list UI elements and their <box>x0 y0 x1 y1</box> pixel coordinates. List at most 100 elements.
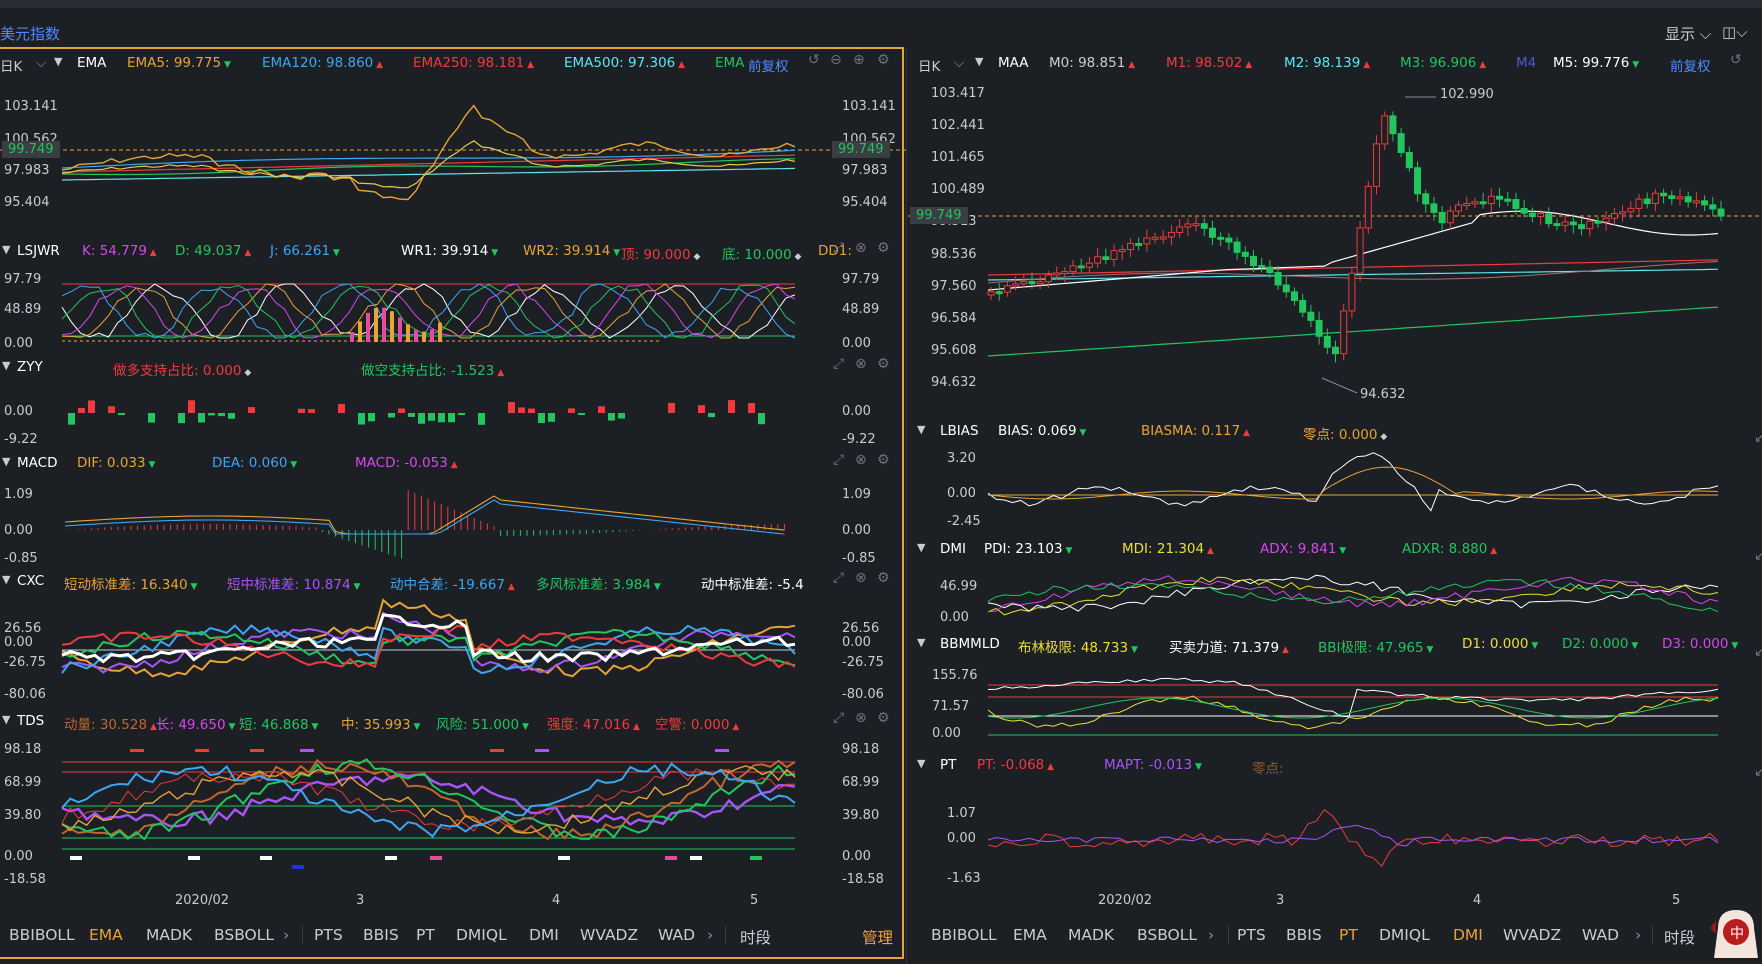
right-tab-ema[interactable]: EMA <box>1013 926 1047 944</box>
tds-marker <box>750 856 762 860</box>
right-tab-dmiql[interactable]: DMIQL <box>1379 926 1430 944</box>
collapse-icon[interactable]: ▼ <box>2 455 11 468</box>
indicator-name-zyy[interactable]: ZYY <box>17 359 43 375</box>
left-tab-bbiboll[interactable]: BBIBOLL <box>9 926 75 944</box>
chevron-right-icon[interactable]: › <box>707 926 714 944</box>
right-tab-wvadz[interactable]: WVADZ <box>1503 926 1562 944</box>
right-tab-bbis[interactable]: BBIS <box>1286 926 1322 944</box>
indicator-name-pt[interactable]: PT <box>940 757 957 773</box>
left-tab-bsboll[interactable]: BSBOLL <box>214 926 275 944</box>
main-indicator-name[interactable]: EMA <box>77 55 107 71</box>
zyy-bar <box>418 413 425 424</box>
main-indicator-name[interactable]: MAA <box>998 55 1029 71</box>
left-tab-dmiql[interactable]: DMIQL <box>456 926 507 944</box>
collapse-icon[interactable]: ▼ <box>2 573 11 586</box>
adjust-button[interactable]: 前复权 <box>1670 59 1711 75</box>
lsjwr-bar <box>358 321 362 342</box>
left-tab-wvadz[interactable]: WVADZ <box>580 926 639 944</box>
collapse-icon[interactable]: ▼ <box>54 55 63 68</box>
panel-divider[interactable] <box>906 47 907 964</box>
left-tab-pts[interactable]: PTS <box>314 926 343 944</box>
expand-icon[interactable]: ⤢ <box>833 570 845 586</box>
right-period-select[interactable]: 日K <box>918 59 941 75</box>
left-period-select[interactable]: 日K <box>0 59 23 75</box>
expand-icon[interactable]: ⤢ <box>833 356 845 372</box>
close-icon[interactable]: ⊗ <box>855 452 867 468</box>
collapse-arrow-icon[interactable]: ↙ <box>1754 430 1762 446</box>
expand-icon[interactable]: ⤢ <box>833 240 845 256</box>
sub-value-bbmmld-1: 买卖力道: 71.379 ▲ <box>1169 640 1289 656</box>
ema-value-1: EMA120: 98.860 ▲ <box>262 55 384 71</box>
right-tab-wad[interactable]: WAD <box>1582 926 1620 944</box>
right-tab-bbiboll[interactable]: BBIBOLL <box>931 926 997 944</box>
tds-line-0 <box>61 773 796 828</box>
indicator-name-lbias[interactable]: LBIAS <box>940 423 979 439</box>
sub-value-tds-6: 空警: 0.000 ▲ <box>655 717 740 733</box>
zoom-in-icon[interactable]: ⊕ <box>853 52 865 68</box>
undo-icon[interactable]: ↺ <box>1730 52 1742 68</box>
left-chart-panel[interactable] <box>0 47 904 959</box>
indicator-name-macd[interactable]: MACD <box>17 455 58 471</box>
right-tab-bsboll[interactable]: BSBOLL <box>1137 926 1198 944</box>
chevron-down-icon[interactable]: ⌵ <box>954 55 965 71</box>
close-icon[interactable]: ⊗ <box>855 240 867 256</box>
left-tab-wad[interactable]: WAD <box>658 926 696 944</box>
gear-icon[interactable]: ⚙ <box>877 710 890 726</box>
collapse-arrow-icon[interactable]: ↙ <box>1754 764 1762 780</box>
layout-icon[interactable]: ◫⌵ <box>1722 23 1748 41</box>
collapse-icon[interactable]: ▼ <box>917 636 926 649</box>
right-tab-dmi[interactable]: DMI <box>1453 926 1483 944</box>
collapse-icon[interactable]: ▼ <box>917 541 926 554</box>
down-arrow-icon: ▼ <box>225 722 236 732</box>
zoom-out-icon[interactable]: ⊖ <box>830 52 842 68</box>
left-tab-dmi[interactable]: DMI <box>529 926 559 944</box>
adjust-button[interactable]: 前复权 <box>748 59 789 75</box>
gear-icon[interactable]: ⚙ <box>877 452 890 468</box>
undo-icon[interactable]: ↺ <box>808 52 820 68</box>
display-menu-button[interactable]: 显示 ⌵ <box>1665 25 1712 43</box>
collapse-icon[interactable]: ▼ <box>975 55 984 68</box>
expand-icon[interactable]: ⤢ <box>833 452 845 468</box>
indicator-name-cxc[interactable]: CXC <box>17 573 45 589</box>
left-tab-时段[interactable]: 时段 <box>740 929 772 947</box>
gear-icon[interactable]: ⚙ <box>877 570 890 586</box>
zyy-bar <box>148 413 155 423</box>
left-tab-ema[interactable]: EMA <box>89 926 123 944</box>
gear-icon[interactable]: ⚙ <box>877 356 890 372</box>
right-tab-pt[interactable]: PT <box>1339 926 1358 944</box>
indicator-name-tds[interactable]: TDS <box>17 713 45 729</box>
left-tab-madk[interactable]: MADK <box>146 926 193 944</box>
chevron-right-icon[interactable]: › <box>283 926 290 944</box>
collapse-icon[interactable]: ▼ <box>2 359 11 372</box>
manage-button[interactable]: 管理 <box>862 929 894 947</box>
chevron-right-icon[interactable]: › <box>1208 926 1215 944</box>
right-tab-pts[interactable]: PTS <box>1237 926 1266 944</box>
close-icon[interactable]: ⊗ <box>855 570 867 586</box>
indicator-name-dmi[interactable]: DMI <box>940 541 967 557</box>
right-tab-madk[interactable]: MADK <box>1068 926 1115 944</box>
assistant-avatar-icon[interactable]: 中 <box>1708 898 1762 964</box>
chevron-right-icon[interactable]: › <box>1635 926 1642 944</box>
gear-icon[interactable]: ⚙ <box>877 52 890 68</box>
gear-icon[interactable]: ⚙ <box>877 240 890 256</box>
left-tab-pt[interactable]: PT <box>416 926 435 944</box>
candle-body <box>1094 256 1102 264</box>
collapse-arrow-icon[interactable]: ↙ <box>1754 644 1762 660</box>
collapse-icon[interactable]: ▼ <box>2 713 11 726</box>
collapse-icon[interactable]: ▼ <box>917 423 926 436</box>
lsjwr-bar <box>414 329 418 342</box>
indicator-name-lsjwr[interactable]: LSJWR <box>17 243 60 259</box>
collapse-icon[interactable]: ▼ <box>2 243 11 256</box>
y-tick: 0.00 <box>842 336 871 351</box>
close-icon[interactable]: ⊗ <box>855 356 867 372</box>
left-tab-bbis[interactable]: BBIS <box>363 926 399 944</box>
diamond-icon: ◆ <box>690 252 701 262</box>
chevron-down-icon[interactable]: ⌵ <box>36 55 47 71</box>
indicator-name-bbmmld[interactable]: BBMMLD <box>940 636 1000 652</box>
expand-icon[interactable]: ⤢ <box>833 710 845 726</box>
sub-value-bbmmld-3: D1: 0.000 ▼ <box>1462 636 1539 652</box>
collapse-icon[interactable]: ▼ <box>917 757 926 770</box>
close-icon[interactable]: ⊗ <box>855 710 867 726</box>
right-tab-时段[interactable]: 时段 <box>1664 929 1696 947</box>
collapse-arrow-icon[interactable]: ↙ <box>1754 548 1762 564</box>
